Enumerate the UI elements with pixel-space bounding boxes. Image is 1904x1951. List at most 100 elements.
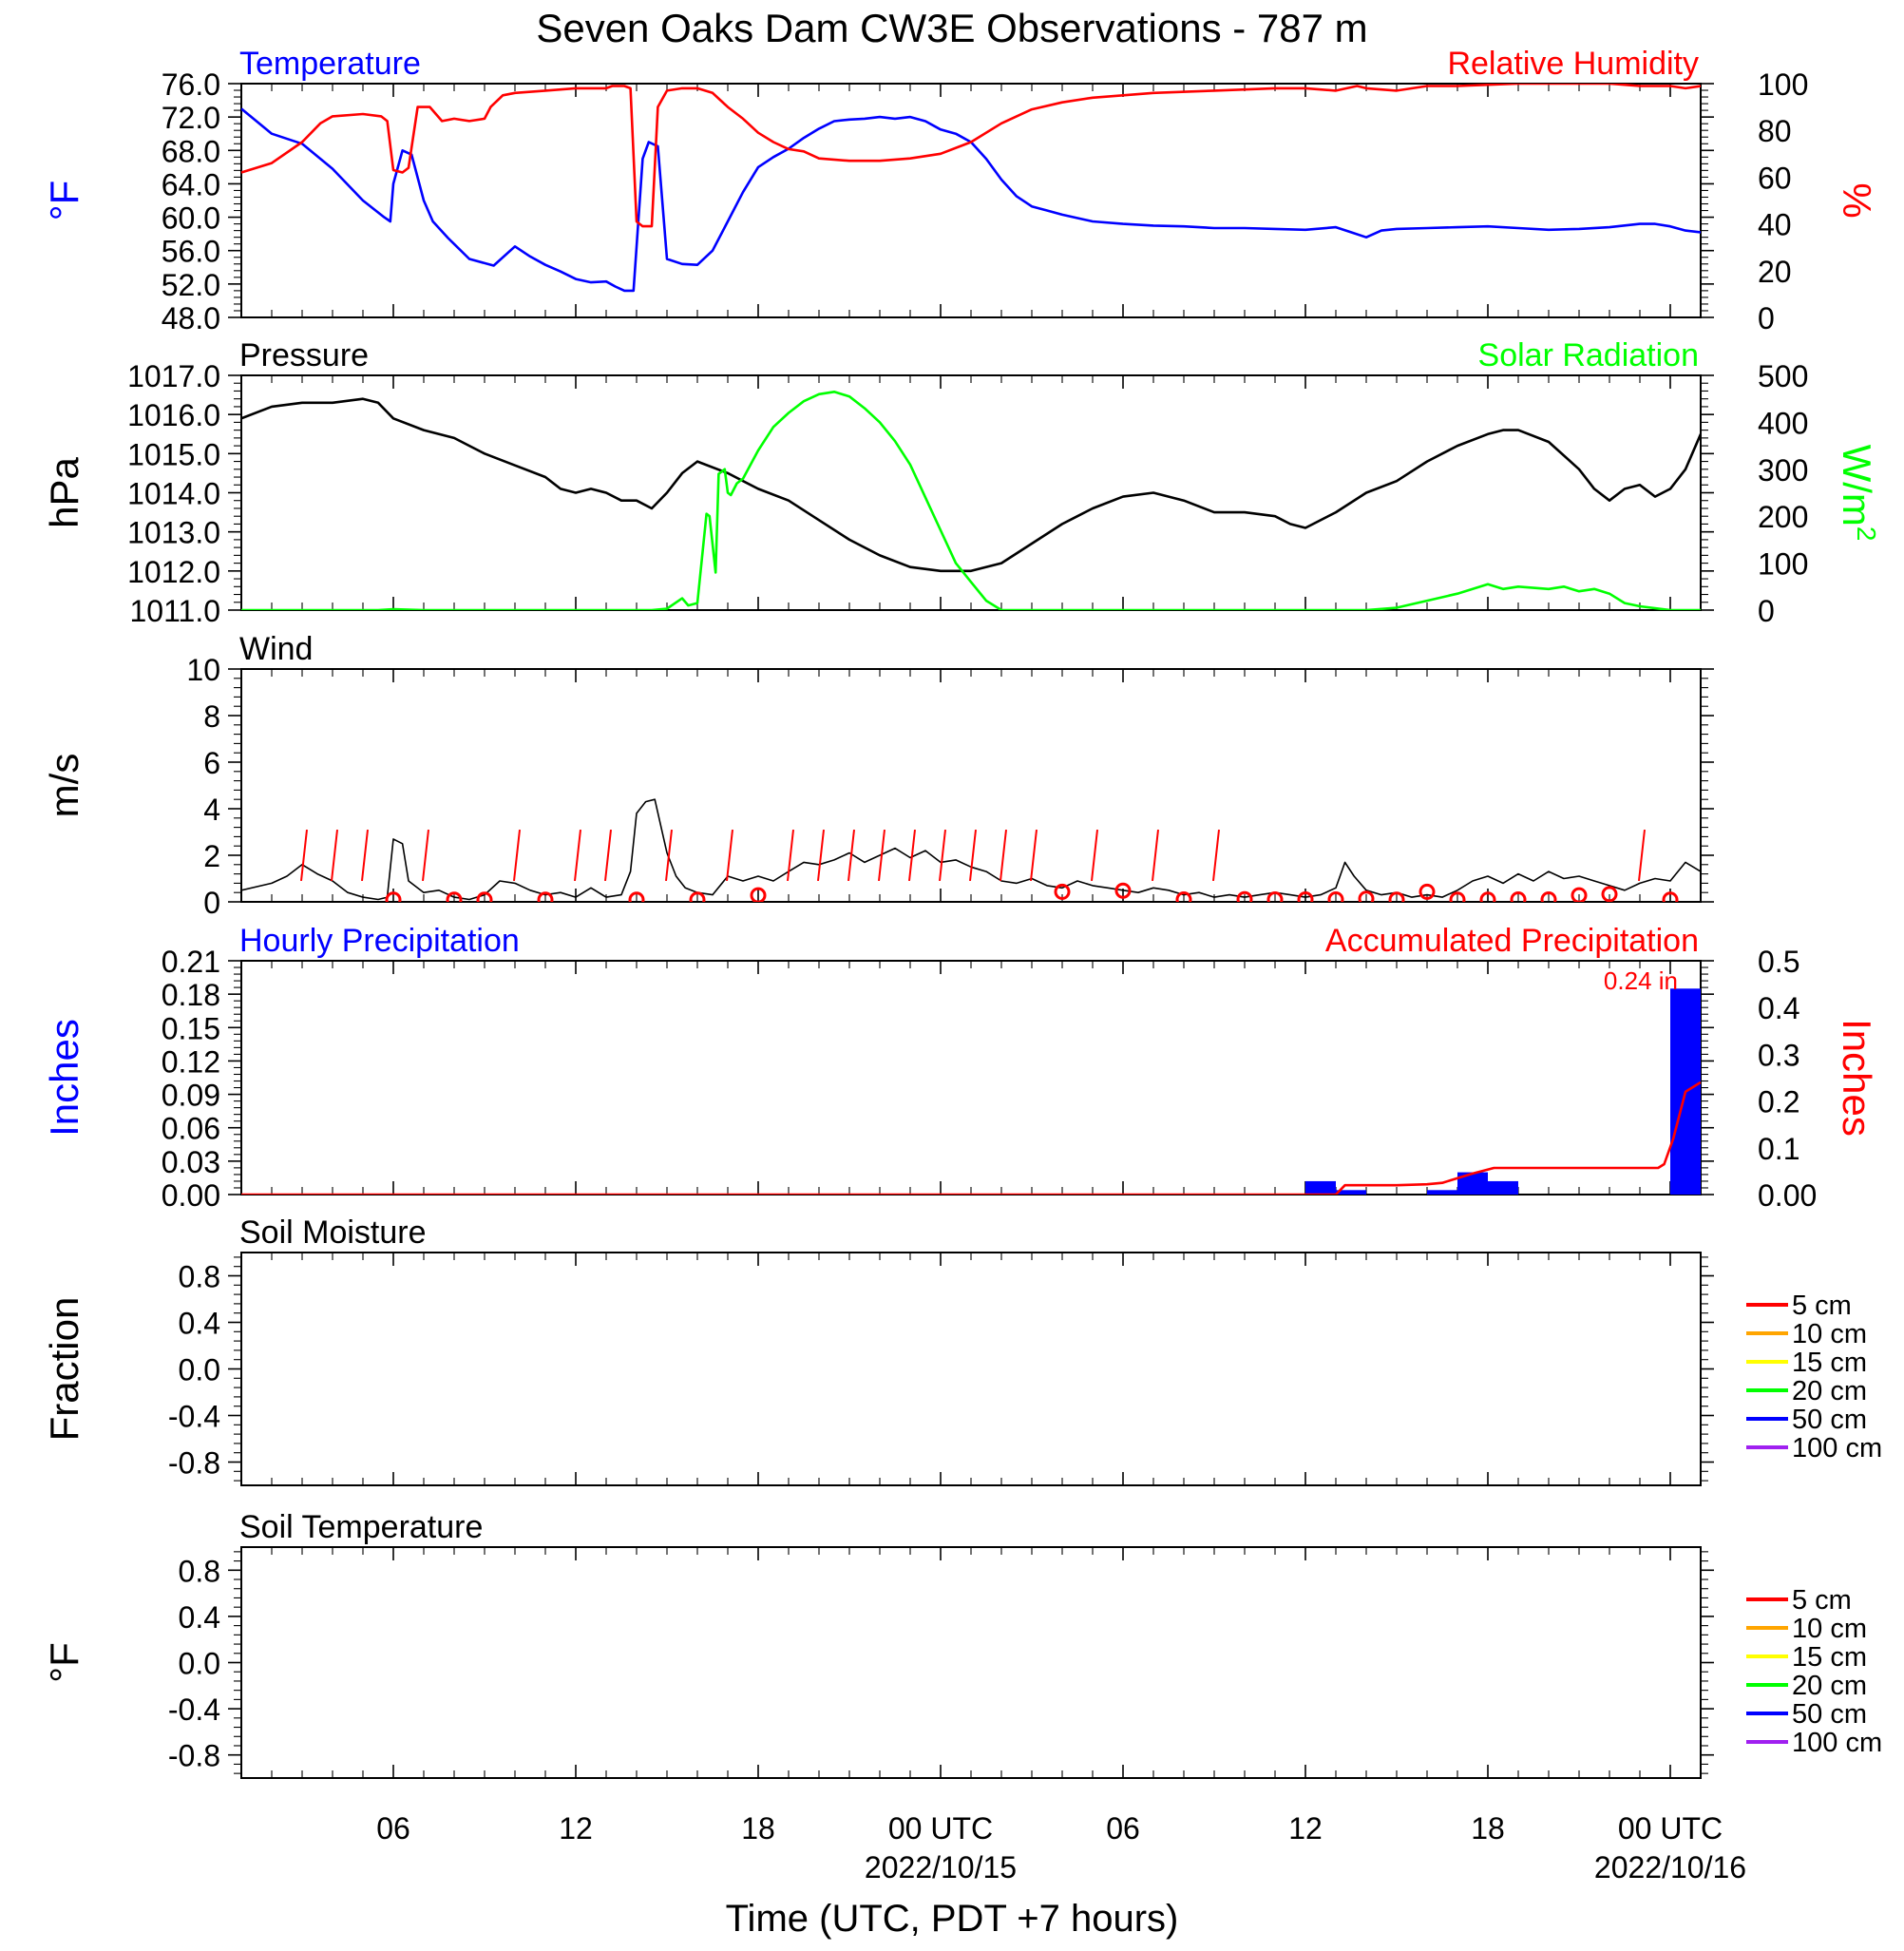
wind-calm-marker: [537, 891, 554, 902]
x-tick-label: 00 UTC: [888, 1811, 993, 1846]
y-left-tick-label: 56.0: [162, 235, 220, 269]
panel-soil-moisture: 0.8 0.4 0.0 -0.4 -0.8 Soil Moisture Fraction 5 …: [42, 1215, 1882, 1486]
y-left-tick-label: -0.4: [168, 1400, 220, 1434]
wind-barb: [300, 829, 308, 882]
wind-calm-marker: [1479, 891, 1496, 902]
data-layer: [241, 391, 1701, 610]
y-right-tick-label: 100: [1758, 67, 1808, 102]
wind-calm-marker: [476, 891, 493, 902]
wind-barb: [665, 829, 673, 882]
y-left-tick-label: 48.0: [162, 301, 220, 335]
y-left-tick-label: -0.8: [168, 1739, 220, 1773]
panel-right-title: Accumulated Precipitation: [1325, 923, 1699, 959]
y-right-axis-label: %: [1835, 182, 1879, 218]
wind-calm-marker: [1449, 891, 1466, 902]
wind-barb: [604, 829, 612, 882]
wind-barb: [361, 829, 369, 882]
legend-label: 5 cm: [1792, 1585, 1852, 1616]
panel-right-title: Relative Humidity: [1447, 46, 1699, 82]
accumulated-total-label: 0.24 in: [1604, 966, 1678, 995]
series-line-solar-radiation: [241, 391, 1701, 610]
y-right-tick-label: 40: [1758, 208, 1792, 242]
y-left-axis-label: °F: [42, 181, 86, 220]
y-right-tick-label: 100: [1758, 547, 1808, 582]
series-line-wind: [241, 798, 1701, 901]
legend-label: 20 cm: [1792, 1671, 1867, 1701]
wind-calm-marker: [1327, 891, 1344, 902]
wind-calm-marker: [1601, 886, 1618, 902]
y-left-axis-label: °F: [42, 1642, 86, 1682]
y-left-tick-label: 1012.0: [127, 555, 220, 589]
y-right-tick-label: 400: [1758, 406, 1808, 440]
y-right-tick-label: 500: [1758, 359, 1808, 393]
y-left-tick-label: 4: [203, 793, 220, 827]
wind-barb: [787, 829, 794, 882]
precip-bar: [1305, 1180, 1336, 1195]
y-left-axis-label: m/s: [42, 754, 86, 818]
wind-barb: [574, 829, 581, 882]
wind-calm-marker: [1054, 883, 1071, 900]
wind-barb: [847, 829, 855, 882]
plot-frame: [240, 1252, 1702, 1486]
y-left-tick-label: 1011.0: [130, 594, 221, 628]
x-tick-label: 12: [1288, 1811, 1323, 1846]
wind-barb: [878, 829, 885, 882]
data-layer: [241, 84, 1701, 293]
wind-barb: [1091, 829, 1098, 882]
y-right-tick-label: 60: [1758, 161, 1792, 195]
wind-barb: [817, 829, 825, 882]
panel-left-title: Soil Temperature: [239, 1509, 483, 1545]
y-right-tick-label: 80: [1758, 114, 1792, 148]
x-tick-label: 00 UTC: [1618, 1811, 1723, 1846]
y-right-axis-label: Inches: [1835, 1019, 1879, 1137]
y-right-axis-label: W/m2: [1835, 445, 1882, 542]
panel-left-title: Temperature: [239, 46, 421, 82]
wind-calm-marker: [628, 891, 645, 902]
y-left-tick-label: -0.4: [168, 1693, 220, 1727]
y-right-tick-label: 0.5: [1758, 945, 1799, 979]
x-date-label: 2022/10/16: [1594, 1850, 1746, 1884]
y-right-tick-label: 0: [1758, 301, 1775, 335]
y-right-tick-label: 0: [1758, 594, 1775, 628]
y-right-tick-label: 300: [1758, 453, 1808, 488]
y-left-tick-label: 0.0: [179, 1353, 220, 1387]
panel-left-title: Pressure: [239, 337, 369, 373]
series-line-accumulated-precipitation: [241, 1081, 1701, 1195]
wind-calm-marker: [1114, 882, 1132, 899]
y-left-tick-label: 0.8: [179, 1554, 220, 1588]
wind-calm-marker: [1266, 891, 1284, 902]
y-left-tick-label: 1013.0: [127, 516, 220, 550]
x-tick-label: 06: [1106, 1811, 1140, 1846]
panel-left-title: Wind: [239, 631, 313, 667]
legend-label: 10 cm: [1792, 1614, 1867, 1644]
y-left-tick-label: 10: [186, 653, 220, 687]
x-axis: 06 12 18 00 UTC 06 12 18 00 UTC 2022/10/15 2022/1…: [376, 1811, 1746, 1884]
precip-bar: [1336, 1190, 1366, 1195]
y-left-tick-label: 2: [203, 839, 220, 873]
legend-label: 100 cm: [1792, 1433, 1882, 1463]
y-left-axis-label: Inches: [42, 1019, 86, 1137]
wind-barb: [969, 829, 977, 882]
y-left-tick-label: 6: [203, 746, 220, 780]
y-right-tick-label: 200: [1758, 500, 1808, 534]
y-right-tick-label: 0.3: [1758, 1038, 1799, 1072]
y-left-tick-label: 0.06: [162, 1112, 220, 1146]
y-left-tick-label: 1016.0: [127, 398, 220, 432]
wind-barb: [726, 829, 733, 882]
wind-calm-marker: [1236, 890, 1253, 902]
panel-right-title: Solar Radiation: [1478, 337, 1699, 373]
y-left-tick-label: 1014.0: [127, 477, 220, 511]
x-tick-label: 18: [741, 1811, 775, 1846]
y-left-tick-label: 52.0: [162, 268, 220, 302]
y-left-tick-label: 76.0: [162, 67, 220, 102]
precip-bar: [1427, 1190, 1457, 1195]
legend-label: 10 cm: [1792, 1319, 1867, 1349]
x-axis-label: Time (UTC, PDT +7 hours): [726, 1898, 1179, 1940]
legend-label: 15 cm: [1792, 1642, 1867, 1673]
wind-calm-marker: [750, 887, 767, 902]
y-right-tick-label: 0.2: [1758, 1085, 1799, 1119]
panel-left-title: Hourly Precipitation: [239, 923, 520, 959]
y-left-tick-label: -0.8: [168, 1446, 220, 1481]
wind-barb: [1030, 829, 1038, 882]
